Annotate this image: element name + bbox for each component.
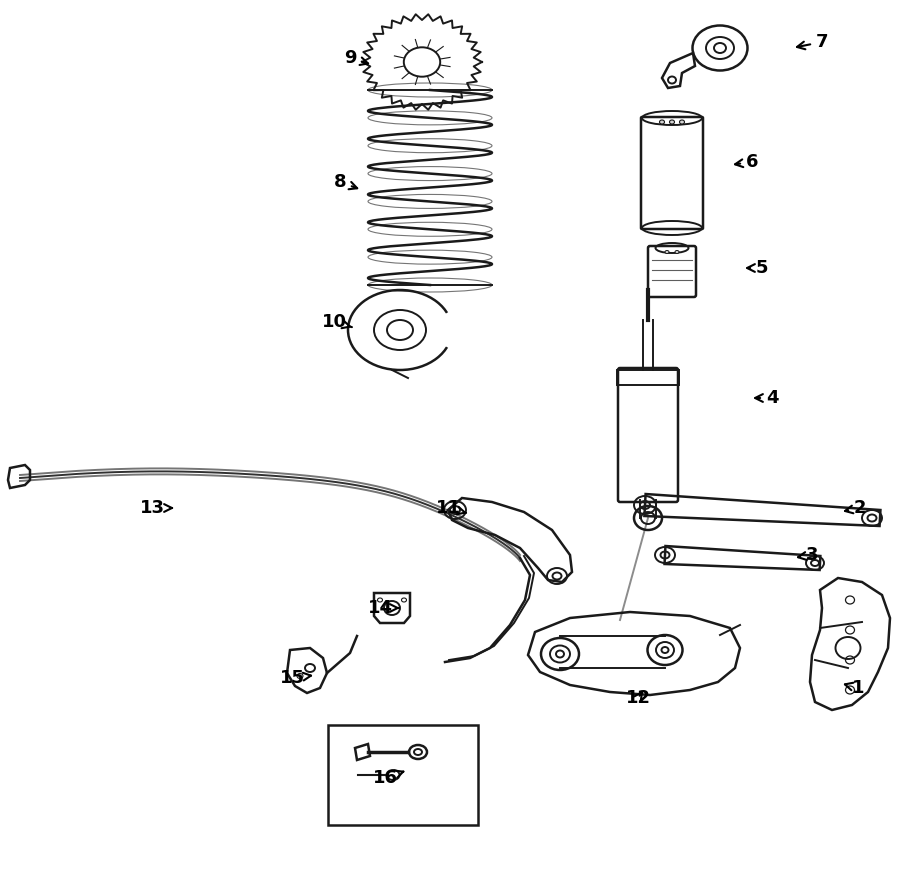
Text: 2: 2 bbox=[845, 499, 866, 517]
Text: 13: 13 bbox=[140, 499, 172, 517]
Text: 9: 9 bbox=[344, 49, 368, 67]
Text: 5: 5 bbox=[747, 259, 769, 277]
Text: 4: 4 bbox=[755, 389, 778, 407]
Text: 11: 11 bbox=[436, 499, 466, 517]
Text: 1: 1 bbox=[845, 679, 864, 697]
Text: 10: 10 bbox=[321, 313, 352, 331]
Text: 16: 16 bbox=[373, 769, 403, 787]
Text: 7: 7 bbox=[797, 33, 828, 51]
Ellipse shape bbox=[680, 120, 685, 124]
Ellipse shape bbox=[665, 251, 669, 253]
Text: 8: 8 bbox=[334, 173, 357, 191]
Bar bbox=[617, 370, 679, 385]
Ellipse shape bbox=[675, 251, 679, 253]
Ellipse shape bbox=[670, 120, 674, 124]
Text: 14: 14 bbox=[367, 599, 399, 617]
Text: 15: 15 bbox=[280, 669, 311, 687]
Bar bbox=[328, 725, 478, 825]
Text: 12: 12 bbox=[626, 689, 651, 707]
Ellipse shape bbox=[660, 120, 664, 124]
Text: 3: 3 bbox=[798, 546, 818, 564]
Text: 6: 6 bbox=[735, 153, 758, 171]
